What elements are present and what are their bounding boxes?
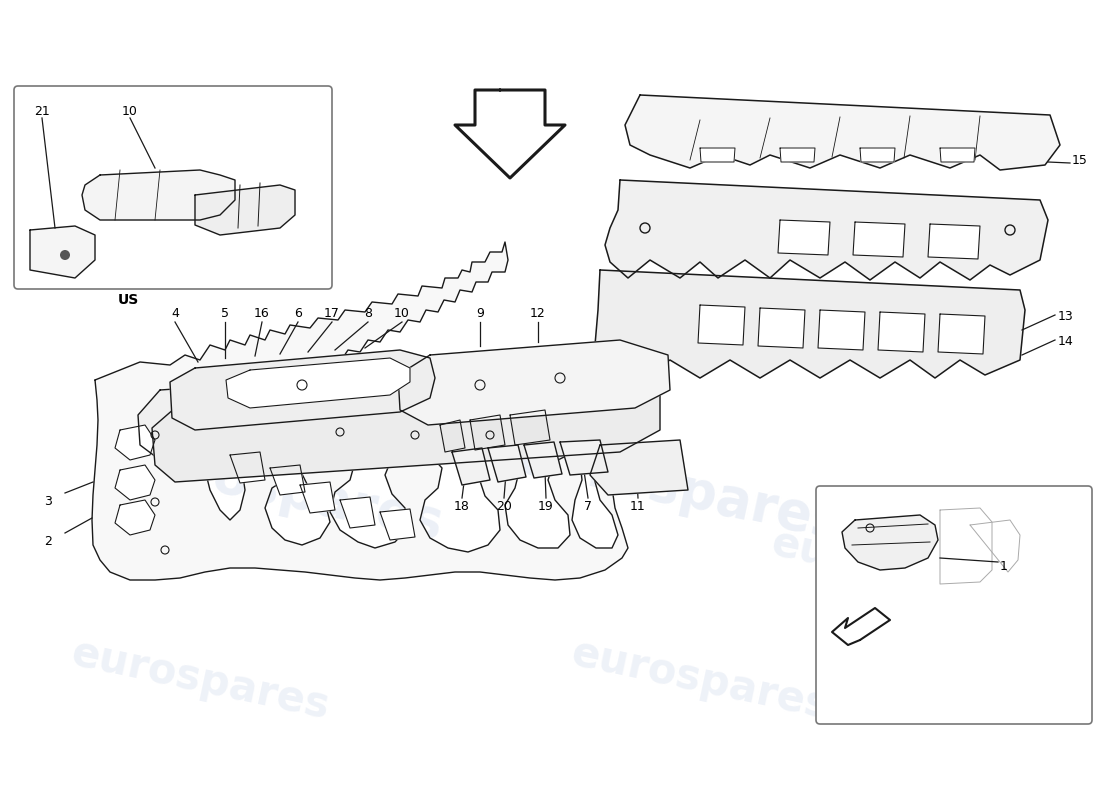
Text: 3: 3 bbox=[44, 495, 52, 508]
Text: 9: 9 bbox=[476, 307, 484, 320]
Text: 4: 4 bbox=[172, 307, 179, 320]
Text: 2: 2 bbox=[44, 535, 52, 548]
Polygon shape bbox=[470, 415, 505, 450]
Polygon shape bbox=[30, 226, 95, 278]
Polygon shape bbox=[152, 378, 660, 482]
Text: 12: 12 bbox=[530, 307, 546, 320]
Polygon shape bbox=[226, 358, 410, 408]
Polygon shape bbox=[758, 308, 805, 348]
Polygon shape bbox=[116, 500, 155, 535]
Text: US: US bbox=[118, 293, 139, 307]
Text: 10: 10 bbox=[394, 307, 410, 320]
Text: eurospares: eurospares bbox=[566, 632, 833, 728]
Polygon shape bbox=[379, 509, 415, 540]
Text: eurospares: eurospares bbox=[512, 430, 848, 550]
Polygon shape bbox=[940, 148, 975, 162]
Text: 19: 19 bbox=[538, 500, 554, 513]
Polygon shape bbox=[195, 185, 295, 235]
Text: 13: 13 bbox=[1058, 310, 1074, 323]
Text: 7: 7 bbox=[584, 500, 592, 513]
Polygon shape bbox=[928, 224, 980, 259]
Polygon shape bbox=[625, 95, 1060, 170]
Text: 21: 21 bbox=[34, 105, 50, 118]
Polygon shape bbox=[780, 148, 815, 162]
Text: eurospares: eurospares bbox=[67, 632, 333, 728]
Polygon shape bbox=[860, 148, 895, 162]
Polygon shape bbox=[452, 448, 490, 485]
Text: 1: 1 bbox=[1000, 560, 1008, 573]
Text: 8: 8 bbox=[364, 307, 372, 320]
Polygon shape bbox=[605, 180, 1048, 280]
Polygon shape bbox=[698, 305, 745, 345]
Polygon shape bbox=[340, 497, 375, 528]
Polygon shape bbox=[778, 220, 830, 255]
Polygon shape bbox=[938, 314, 984, 354]
Circle shape bbox=[60, 250, 70, 260]
Text: eurospares: eurospares bbox=[112, 430, 449, 550]
Polygon shape bbox=[595, 270, 1025, 378]
Polygon shape bbox=[230, 452, 265, 483]
Polygon shape bbox=[878, 312, 925, 352]
Polygon shape bbox=[92, 242, 628, 580]
Polygon shape bbox=[455, 90, 565, 178]
Polygon shape bbox=[842, 515, 938, 570]
Polygon shape bbox=[300, 482, 336, 513]
Polygon shape bbox=[524, 442, 562, 478]
Text: 6: 6 bbox=[294, 307, 301, 320]
Polygon shape bbox=[440, 420, 465, 452]
Polygon shape bbox=[116, 465, 155, 500]
Polygon shape bbox=[510, 410, 550, 445]
FancyBboxPatch shape bbox=[816, 486, 1092, 724]
Polygon shape bbox=[560, 440, 608, 475]
Polygon shape bbox=[270, 465, 305, 495]
Text: 5: 5 bbox=[221, 307, 229, 320]
Polygon shape bbox=[170, 350, 434, 430]
Polygon shape bbox=[700, 148, 735, 162]
Polygon shape bbox=[488, 445, 526, 482]
Text: 15: 15 bbox=[1072, 154, 1088, 166]
Text: 20: 20 bbox=[496, 500, 512, 513]
Text: 18: 18 bbox=[454, 500, 470, 513]
Polygon shape bbox=[852, 222, 905, 257]
Text: 14: 14 bbox=[1058, 335, 1074, 348]
Polygon shape bbox=[82, 170, 235, 220]
Text: 10: 10 bbox=[122, 105, 138, 118]
Polygon shape bbox=[398, 340, 670, 425]
Text: 11: 11 bbox=[630, 500, 646, 513]
Polygon shape bbox=[832, 608, 890, 645]
Text: eurospares: eurospares bbox=[767, 522, 1033, 618]
Text: 16: 16 bbox=[254, 307, 270, 320]
Polygon shape bbox=[138, 360, 640, 460]
Text: 17: 17 bbox=[324, 307, 340, 320]
FancyBboxPatch shape bbox=[14, 86, 332, 289]
Polygon shape bbox=[818, 310, 865, 350]
Polygon shape bbox=[590, 440, 688, 495]
Polygon shape bbox=[116, 425, 155, 460]
